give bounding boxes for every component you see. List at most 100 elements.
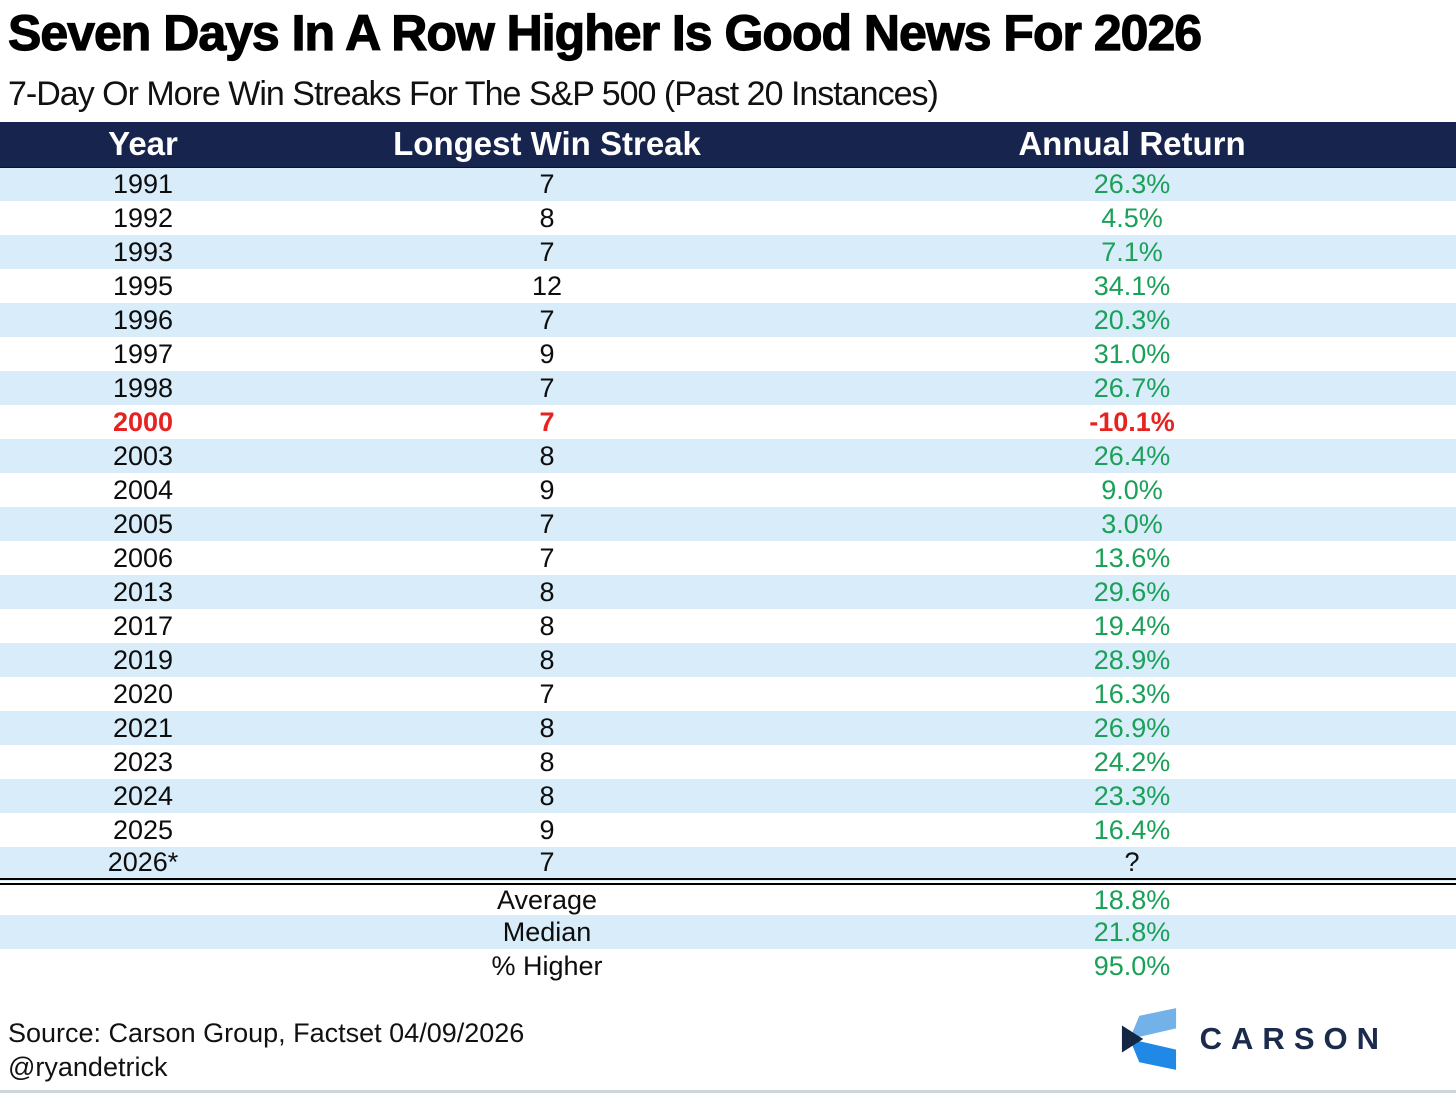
year-cell: 1992 <box>112 203 174 233</box>
streak-cell: 7 <box>539 305 555 335</box>
streak-cell: 8 <box>539 645 555 675</box>
table-row: 1992 8 4.5% <box>0 201 1456 235</box>
streak-cell: 8 <box>539 203 555 233</box>
summary-row: Average 18.8% <box>0 877 1456 915</box>
return-cell: 26.7% <box>1093 373 1171 403</box>
table-summary: Average 18.8% Median 21.8%% Higher 95.0% <box>0 877 1456 983</box>
empty-cell <box>0 877 286 915</box>
year-cell: 2005 <box>112 509 174 539</box>
table-body: 1991 7 26.3% 1992 8 4.5% 1993 7 7.1% 1995 12 34.1% 1… <box>0 167 1456 881</box>
table-row: 2026* 7? <box>0 847 1456 881</box>
year-cell: 2020 <box>112 679 174 709</box>
carson-logo-text: CARSON <box>1199 1021 1388 1056</box>
year-cell: 2006 <box>112 543 174 573</box>
return-cell: 19.4% <box>1093 611 1171 641</box>
table-row: 2006 7 13.6% <box>0 541 1456 575</box>
year-cell: 1993 <box>112 237 174 267</box>
streak-cell: 7 <box>539 373 555 403</box>
year-cell: 1997 <box>112 339 174 369</box>
table-row: 1996 7 20.3% <box>0 303 1456 337</box>
streak-cell: 12 <box>531 271 563 301</box>
return-cell: 20.3% <box>1093 305 1171 335</box>
win-streak-table: Year Longest Win Streak Annual Return 19… <box>0 122 1456 983</box>
empty-cell <box>0 915 286 949</box>
return-cell: 3.0% <box>1101 509 1163 539</box>
table-row: 1993 7 7.1% <box>0 235 1456 269</box>
table-row: 2024 8 23.3% <box>0 779 1456 813</box>
summary-label-cell: Average <box>286 877 808 915</box>
return-cell: ? <box>1124 847 1140 878</box>
return-cell: 29.6% <box>1093 577 1171 607</box>
author-handle: @ryandetrick <box>8 1052 168 1082</box>
table-row: 2025 9 16.4% <box>0 813 1456 847</box>
return-cell: 31.0% <box>1093 339 1171 369</box>
table-row: 2005 7 3.0% <box>0 507 1456 541</box>
return-cell: 16.3% <box>1093 679 1171 709</box>
year-cell: 2024 <box>112 781 174 811</box>
return-cell: 28.9% <box>1093 645 1171 675</box>
table-row: 1998 7 26.7% <box>0 371 1456 405</box>
return-cell: 7.1% <box>1101 237 1163 267</box>
summary-row: % Higher 95.0% <box>0 949 1456 983</box>
year-cell: 1996 <box>112 305 174 335</box>
streak-cell: 7 <box>539 509 555 539</box>
streak-cell: 8 <box>539 441 555 471</box>
summary-row: Median 21.8% <box>0 915 1456 949</box>
table-row: 1995 12 34.1% <box>0 269 1456 303</box>
return-cell: 13.6% <box>1093 543 1171 573</box>
column-header-streak: Longest Win Streak <box>286 122 808 168</box>
streak-cell: 8 <box>539 611 555 641</box>
summary-value-cell: 21.8% <box>1093 917 1171 947</box>
chart-title: Seven Days In A Row Higher Is Good News … <box>7 4 1202 61</box>
table-row: 2013 8 29.6% <box>0 575 1456 609</box>
header-row: Year Longest Win Streak Annual Return <box>0 122 1456 168</box>
table-row: 2023 8 24.2% <box>0 745 1456 779</box>
year-cell: 2004 <box>112 475 174 505</box>
streak-cell: 7 <box>539 237 555 267</box>
streak-cell: 8 <box>539 577 555 607</box>
chart-subtitle: 7-Day Or More Win Streaks For The S&P 50… <box>8 75 939 113</box>
table-header: Year Longest Win Streak Annual Return <box>0 122 1456 168</box>
year-cell: 2026* <box>107 847 179 878</box>
column-header-return: Annual Return <box>808 122 1456 168</box>
summary-value-cell: 95.0% <box>1093 951 1171 981</box>
streak-cell: 7 <box>539 407 555 437</box>
table-row: 2019 8 28.9% <box>0 643 1456 677</box>
streak-cell: 8 <box>539 781 555 811</box>
summary-label-cell: Median <box>502 917 592 947</box>
return-cell: 24.2% <box>1093 747 1171 777</box>
return-cell: 26.9% <box>1093 713 1171 743</box>
year-cell: 2017 <box>112 611 174 641</box>
table-row: 2020 7 16.3% <box>0 677 1456 711</box>
summary-label-cell: % Higher <box>491 951 603 981</box>
return-cell: 23.3% <box>1093 781 1171 811</box>
return-cell: 9.0% <box>1101 475 1163 505</box>
return-cell: 16.4% <box>1093 815 1171 845</box>
column-header-year: Year <box>0 122 286 168</box>
year-cell: 2000 <box>112 407 174 437</box>
year-cell: 2025 <box>112 815 174 845</box>
source-text: Source: Carson Group, Factset 04/09/2026 <box>8 1018 525 1048</box>
year-cell: 2013 <box>112 577 174 607</box>
streak-cell: 7 <box>539 169 555 200</box>
summary-value-cell: 18.8% <box>808 877 1456 915</box>
streak-cell: 7 <box>539 543 555 573</box>
table-row: 2021 8 26.9% <box>0 711 1456 745</box>
year-cell: 2023 <box>112 747 174 777</box>
streak-cell: 8 <box>539 713 555 743</box>
year-cell: 2019 <box>112 645 174 675</box>
table-row: 1991 7 26.3% <box>0 167 1456 201</box>
footer: Source: Carson Group, Factset 04/09/2026… <box>0 983 1456 1090</box>
return-cell: -10.1% <box>1089 407 1175 437</box>
return-cell: 34.1% <box>1093 271 1171 301</box>
return-cell: 4.5% <box>1101 203 1163 233</box>
table-row: 1997 9 31.0% <box>0 337 1456 371</box>
table-row: 2000 7 -10.1% <box>0 405 1456 439</box>
streak-cell: 7 <box>539 847 555 878</box>
table-row: 2017 8 19.4% <box>0 609 1456 643</box>
year-cell: 2003 <box>112 441 174 471</box>
empty-cell <box>0 949 286 983</box>
return-cell: 26.3% <box>1093 169 1171 200</box>
source-block: Source: Carson Group, Factset 04/09/2026… <box>8 1016 524 1084</box>
